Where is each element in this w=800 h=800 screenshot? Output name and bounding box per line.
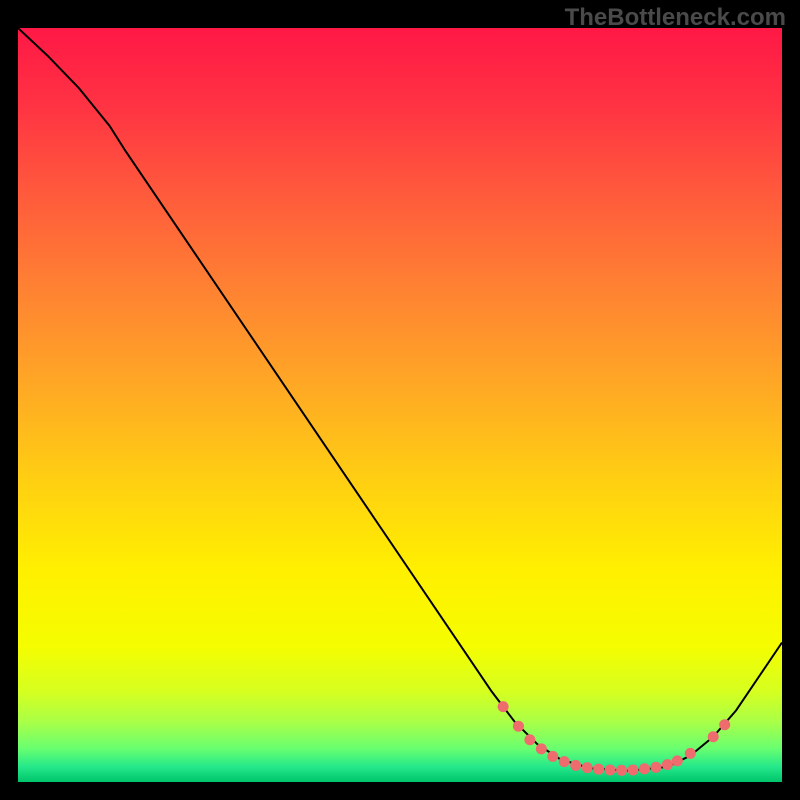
chart-svg xyxy=(18,28,782,782)
data-marker xyxy=(498,701,509,712)
data-marker xyxy=(593,764,604,775)
data-marker xyxy=(708,731,719,742)
data-marker xyxy=(570,760,581,771)
data-marker xyxy=(672,755,683,766)
chart-container: TheBottleneck.com xyxy=(0,0,800,800)
data-marker xyxy=(513,721,524,732)
data-marker xyxy=(639,763,650,774)
data-marker xyxy=(662,759,673,770)
gradient-background xyxy=(18,28,782,782)
data-marker xyxy=(524,734,535,745)
plot-area xyxy=(18,28,782,782)
data-marker xyxy=(719,719,730,730)
data-marker xyxy=(650,762,661,773)
data-marker xyxy=(616,765,627,776)
data-marker xyxy=(536,743,547,754)
data-marker xyxy=(582,762,593,773)
data-marker xyxy=(628,764,639,775)
data-marker xyxy=(605,764,616,775)
data-marker xyxy=(685,748,696,759)
data-marker xyxy=(547,751,558,762)
data-marker xyxy=(559,756,570,767)
